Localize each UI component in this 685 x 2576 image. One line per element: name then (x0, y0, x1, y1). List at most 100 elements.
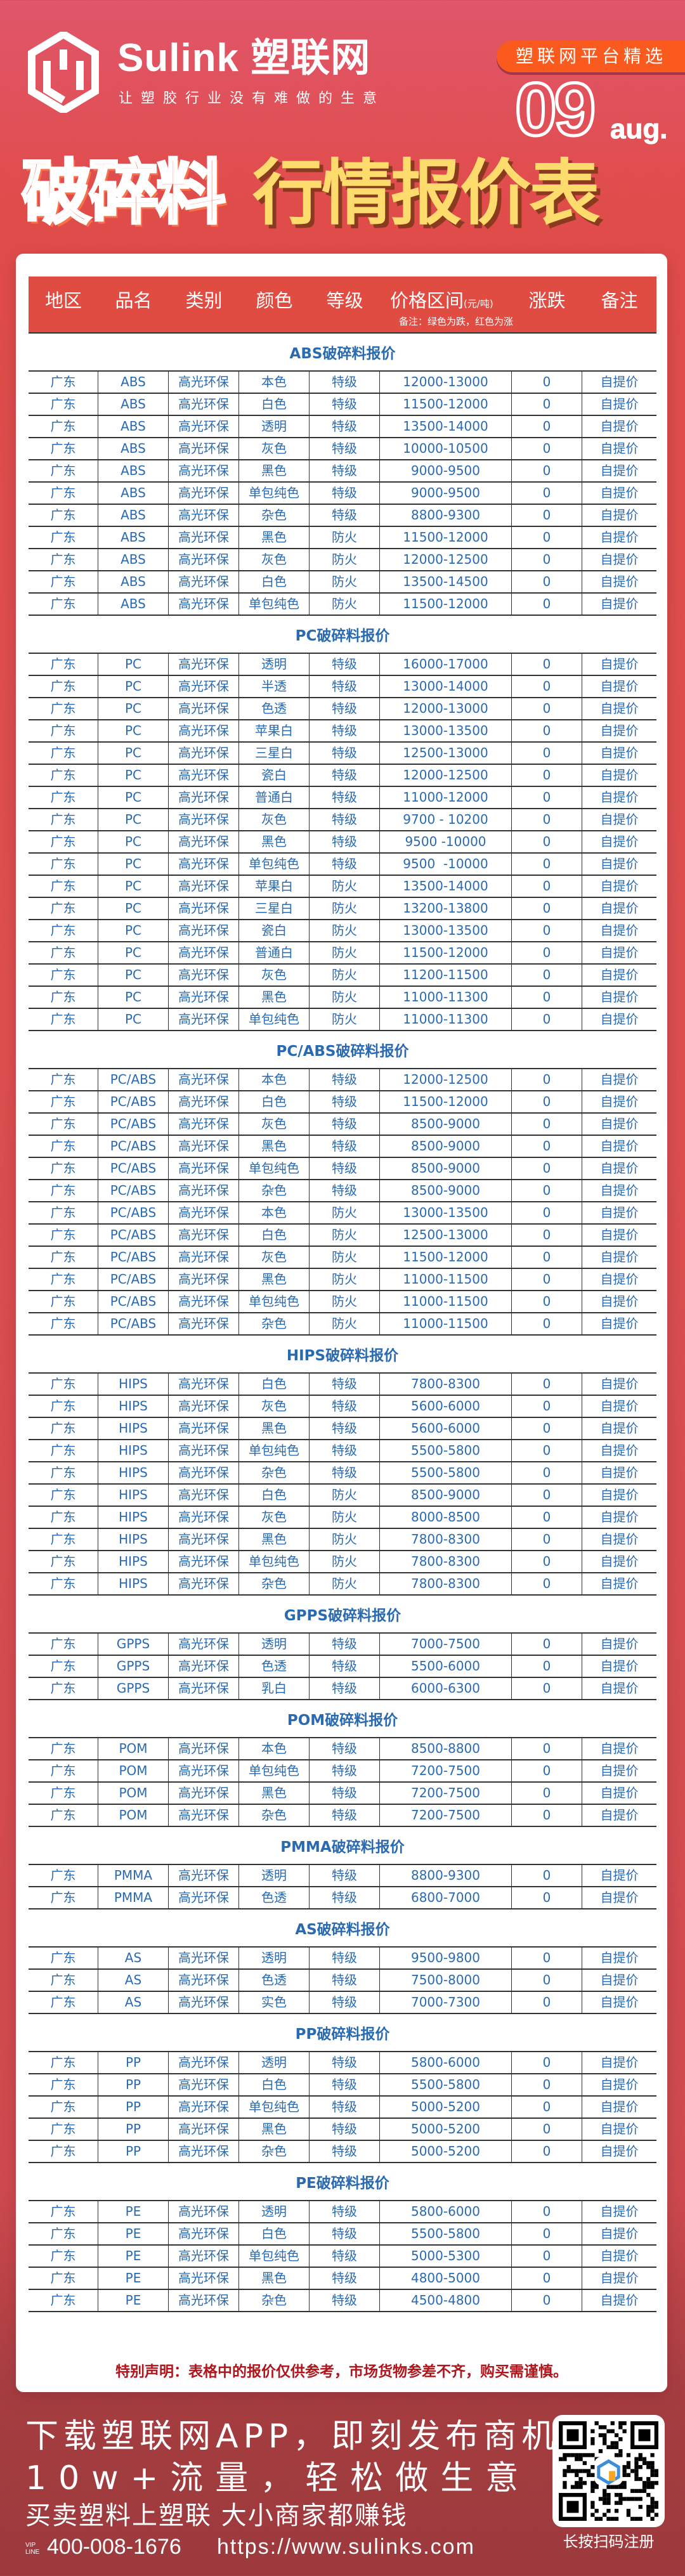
cell-category: 高光环保 (169, 1180, 239, 1201)
cell-region: 广东 (29, 416, 98, 437)
cell-color: 乳白 (239, 1678, 310, 1699)
table-row: 广东 PP 高光环保 透明 特级 5800-6000 0 自提价 (29, 2052, 656, 2074)
cell-grade: 特级 (310, 1805, 380, 1826)
cell-grade: 特级 (310, 1970, 380, 1991)
cell-category: 高光环保 (169, 2201, 239, 2222)
cell-color: 黑色 (239, 1418, 310, 1439)
cell-region: 广东 (29, 898, 98, 919)
cell-region: 广东 (29, 1396, 98, 1417)
cell-change: 0 (512, 571, 582, 592)
cell-price: 13500-14000 (380, 876, 512, 897)
table-row: 广东 POM 高光环保 杂色 特级 7200-7500 0 自提价 (29, 1805, 656, 1827)
cell-note: 自提价 (600, 1532, 639, 1547)
cell-color: 单包纯色 (239, 2097, 310, 2117)
cell-note: 自提价 (600, 552, 639, 567)
cell-price: 5500-5800 (380, 1462, 512, 1483)
table-row: 广东 GPPS 高光环保 色透 特级 5500-6000 0 自提价 (29, 1656, 656, 1678)
cell-color: 白色 (239, 2223, 310, 2244)
cell-price: 7000-7300 (380, 1992, 512, 2013)
cell-product: PC/ABS (98, 1069, 169, 1090)
cell-product: HIPS (98, 1573, 169, 1594)
cell-change: 0 (512, 1760, 582, 1781)
cell-category: 高光环保 (169, 1009, 239, 1030)
price-table-card (16, 254, 667, 2392)
hotline-phone[interactable]: 400-008-1676 (47, 2535, 181, 2559)
cell-change: 0 (512, 1992, 582, 2013)
table-row: 广东 PC 高光环保 苹果白 防火 13500-14000 0 自提价 (29, 876, 656, 898)
cell-price: 5000-5200 (380, 2097, 512, 2117)
cell-price: 9000-9500 (380, 483, 512, 504)
table-row: 广东 GPPS 高光环保 乳白 特级 6000-6300 0 自提价 (29, 1678, 656, 1700)
cell-grade: 特级 (310, 483, 380, 504)
cell-product: ABS (98, 549, 169, 570)
cell-color: 瓷白 (239, 920, 310, 941)
cell-category: 高光环保 (169, 2052, 239, 2073)
cell-product: ABS (98, 460, 169, 481)
cell-note: 自提价 (600, 1681, 639, 1696)
cell-region: 广东 (29, 1529, 98, 1550)
cell-price: 11000-11300 (380, 1009, 512, 1030)
cell-price: 13000-14000 (380, 676, 512, 697)
section-title: PC/ABS破碎料报价 (29, 1031, 656, 1069)
cell-change: 0 (512, 1225, 582, 1246)
qr-code[interactable] (552, 2415, 665, 2527)
table-row: 广东 AS 高光环保 色透 特级 7500-8000 0 自提价 (29, 1970, 656, 1992)
cell-category: 高光环保 (169, 416, 239, 437)
cell-change: 0 (512, 594, 582, 615)
cell-change: 0 (512, 854, 582, 875)
cell-category: 高光环保 (169, 505, 239, 526)
cell-change: 0 (512, 942, 582, 963)
cell-region: 广东 (29, 2141, 98, 2162)
cell-color: 单包纯色 (239, 1760, 310, 1781)
table-row: 广东 PP 高光环保 单包纯色 特级 5000-5200 0 自提价 (29, 2097, 656, 2119)
cell-price: 11500-12000 (380, 594, 512, 615)
cell-color: 单包纯色 (239, 1158, 310, 1179)
table-row: 广东 ABS 高光环保 透明 特级 13500-14000 0 自提价 (29, 416, 656, 438)
cell-price: 11500-12000 (380, 1091, 512, 1112)
cell-grade: 特级 (310, 1180, 380, 1201)
cell-note: 自提价 (600, 1509, 639, 1525)
cell-product: PE (98, 2246, 169, 2267)
cell-change: 0 (512, 2119, 582, 2140)
cell-product: HIPS (98, 1507, 169, 1528)
table-row: 广东 PC 高光环保 半透 特级 13000-14000 0 自提价 (29, 676, 656, 698)
table-row: 广东 HIPS 高光环保 灰色 防火 8000-8500 0 自提价 (29, 1507, 656, 1529)
cell-price: 7800-8300 (380, 1573, 512, 1594)
cell-price: 9500 -10000 (380, 854, 512, 875)
table-row: 广东 PC 高光环保 单包纯色 防火 11000-11300 0 自提价 (29, 1009, 656, 1031)
cell-color: 黑色 (239, 460, 310, 481)
cell-region: 广东 (29, 2246, 98, 2267)
cell-product: HIPS (98, 1418, 169, 1439)
cell-category: 高光环保 (169, 1136, 239, 1157)
table-row: 广东 HIPS 高光环保 白色 防火 8500-9000 0 自提价 (29, 1485, 656, 1507)
cell-color: 透明 (239, 1948, 310, 1968)
cell-change: 0 (512, 1948, 582, 1968)
cell-color: 色透 (239, 1887, 310, 1908)
qr-code-icon (559, 2421, 658, 2521)
cell-grade: 防火 (310, 1269, 380, 1290)
cell-region: 广东 (29, 1656, 98, 1677)
cell-grade: 特级 (310, 809, 380, 830)
cell-product: AS (98, 1970, 169, 1991)
cell-grade: 防火 (310, 1529, 380, 1550)
table-row: 广东 PC 高光环保 色透 特级 12000-13000 0 自提价 (29, 698, 656, 720)
cell-grade: 防火 (310, 920, 380, 941)
footer-promo-line3: 买卖塑料上塑联 大小商家都赚钱 (25, 2501, 408, 2530)
cell-change: 0 (512, 920, 582, 941)
cell-category: 高光环保 (169, 1114, 239, 1135)
cell-grade: 防火 (310, 1551, 380, 1572)
cell-note: 自提价 (600, 1249, 639, 1265)
cell-note: 自提价 (600, 574, 639, 589)
cell-category: 高光环保 (169, 942, 239, 963)
cell-product: PC/ABS (98, 1269, 169, 1290)
table-row: 广东 PP 高光环保 杂色 特级 5000-5200 0 自提价 (29, 2141, 656, 2163)
cell-price: 8500-9000 (380, 1180, 512, 1201)
cell-color: 本色 (239, 1738, 310, 1759)
table-row: 广东 HIPS 高光环保 杂色 防火 7800-8300 0 自提价 (29, 1573, 656, 1596)
cell-category: 高光环保 (169, 1313, 239, 1334)
cell-change: 0 (512, 1091, 582, 1112)
cell-category: 高光环保 (169, 1805, 239, 1826)
cell-category: 高光环保 (169, 2074, 239, 2095)
website-link[interactable]: https://www.sulinks.com (217, 2535, 475, 2559)
cell-change: 0 (512, 1507, 582, 1528)
